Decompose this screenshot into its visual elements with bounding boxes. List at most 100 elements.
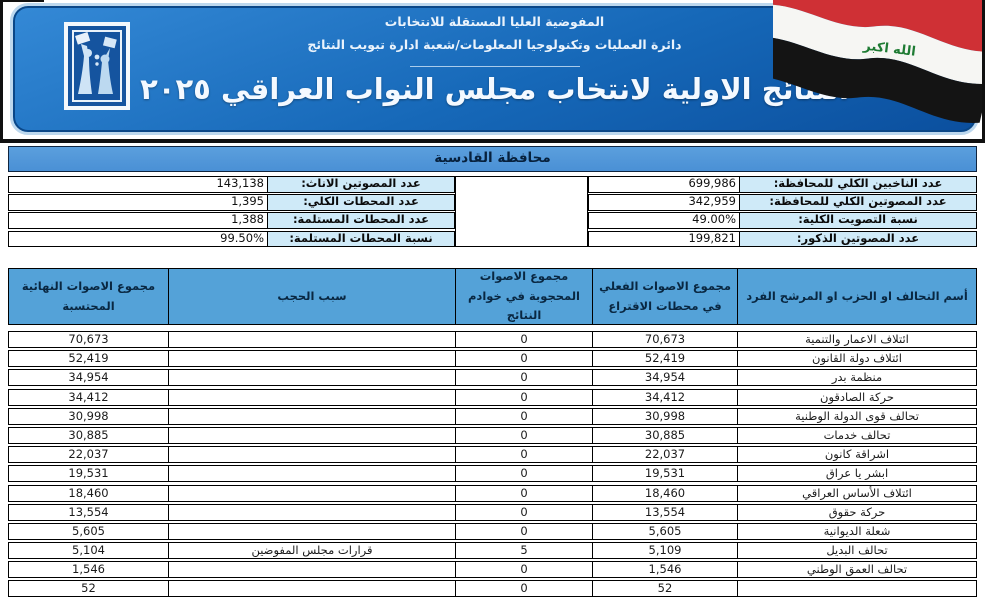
party-name-cell: منظمة بدر <box>737 369 977 387</box>
logo-figures <box>75 32 117 94</box>
actual-votes-cell: 34,412 <box>592 388 737 406</box>
withheld-reason-cell: قرارات مجلس المفوضين <box>168 542 455 560</box>
actual-votes-cell: 34,954 <box>592 369 737 387</box>
summary-row: 99.50% نسبة المحطات المستلمة: <box>8 230 455 248</box>
summary-row: 199,821 عدد المصوتين الذكور: <box>588 230 977 248</box>
results-row: اشراقة كانون 22,037 0 22,037 <box>8 446 977 464</box>
final-votes-cell: 13,554 <box>8 503 168 521</box>
party-name-cell: تحالف خدمات <box>737 426 977 444</box>
actual-votes-cell: 13,554 <box>592 503 737 521</box>
summary-value: 143,138 <box>8 176 268 193</box>
party-name-cell: ابشر يا عراق <box>737 465 977 483</box>
withheld-votes-cell: 0 <box>455 522 592 540</box>
withheld-reason-cell <box>168 503 455 521</box>
summary-value: 699,986 <box>588 176 740 193</box>
withheld-votes-cell: 5 <box>455 542 592 560</box>
summary-row: 342,959 عدد المصوتين الكلي للمحافظة: <box>588 194 977 211</box>
summary-row: 49.00% نسبة التصويت الكلية: <box>588 212 977 229</box>
summary-row: 143,138 عدد المصوتين الاناث: <box>8 176 455 193</box>
header-withheld-votes: مجموع الاصوات المحجوبة في خوادم النتائج <box>455 268 592 325</box>
results-row: تحالف العمق الوطني 1,546 0 1,546 <box>8 561 977 579</box>
summary-label: نسبة المحطات المستلمة: <box>268 230 455 248</box>
summary-row: 699,986 عدد الناخبين الكلي للمحافظة: <box>588 176 977 193</box>
withheld-votes-cell: 0 <box>455 407 592 425</box>
results-row: حركة الصادقون 34,412 0 34,412 <box>8 388 977 406</box>
header-party-name: أسم التحالف او الحزب او المرشح الفرد <box>737 268 977 325</box>
actual-votes-cell: 30,998 <box>592 407 737 425</box>
withheld-reason-cell <box>168 388 455 406</box>
header-withheld-reason: سبب الحجب <box>168 268 455 325</box>
header-final-votes: مجموع الاصوات النهائية المحتسبة <box>8 268 168 325</box>
final-votes-cell: 30,885 <box>8 426 168 444</box>
withheld-votes-cell: 0 <box>455 388 592 406</box>
party-name-cell: شعلة الديوانية <box>737 522 977 540</box>
actual-votes-cell: 5,605 <box>592 522 737 540</box>
department-name: دائرة العمليات وتكنولوجيا المعلومات/شعبة… <box>307 37 682 52</box>
final-votes-cell: 52,419 <box>8 350 168 368</box>
actual-votes-cell: 30,885 <box>592 426 737 444</box>
results-row: ائتلاف دولة القانون 52,419 0 52,419 <box>8 350 977 368</box>
withheld-reason-cell <box>168 407 455 425</box>
summary-label: عدد المصوتين الكلي للمحافظة: <box>740 194 977 211</box>
withheld-reason-cell <box>168 561 455 579</box>
final-votes-cell: 30,998 <box>8 407 168 425</box>
results-row: تحالف قوى الدولة الوطنية 30,998 0 30,998 <box>8 407 977 425</box>
withheld-reason-cell <box>168 522 455 540</box>
logo-frame <box>72 30 122 102</box>
withheld-votes-cell: 0 <box>455 350 592 368</box>
actual-votes-cell: 22,037 <box>592 446 737 464</box>
banner-section-divider <box>0 139 985 143</box>
summary-label: عدد المصوتين الاناث: <box>268 176 455 193</box>
summary-value: 342,959 <box>588 194 740 211</box>
actual-votes-cell: 52,419 <box>592 350 737 368</box>
summary-label: نسبة التصويت الكلية: <box>740 212 977 229</box>
withheld-votes-cell: 0 <box>455 426 592 444</box>
actual-votes-cell: 1,546 <box>592 561 737 579</box>
withheld-votes-cell: 0 <box>455 369 592 387</box>
page-edge-top <box>0 0 44 2</box>
results-row: ابشر يا عراق 19,531 0 19,531 <box>8 465 977 483</box>
withheld-votes-cell: 0 <box>455 465 592 483</box>
summary-row: 1,388 عدد المحطات المستلمة: <box>8 212 455 229</box>
results-row: تحالف خدمات 30,885 0 30,885 <box>8 426 977 444</box>
withheld-reason-cell <box>168 426 455 444</box>
results-row: ائتلاف الأساس العراقي 18,460 0 18,460 <box>8 484 977 502</box>
actual-votes-cell: 70,673 <box>592 331 737 348</box>
party-name-cell: تحالف العمق الوطني <box>737 561 977 579</box>
commission-name: المفوضية العليا المستقلة للانتخابات <box>384 14 605 29</box>
results-table-body: ائتلاف الاعمار والتنمية 70,673 0 70,673 ائتل… <box>8 331 977 600</box>
summary-value: 199,821 <box>588 230 740 248</box>
summary-right-block: 699,986 عدد الناخبين الكلي للمحافظة: 342,9… <box>588 176 977 249</box>
final-votes-cell: 18,460 <box>8 484 168 502</box>
results-row: تحالف البديل 5,109 5 قرارات مجلس المفوضين 5,… <box>8 542 977 560</box>
actual-votes-cell: 19,531 <box>592 465 737 483</box>
party-name-cell: حركة الصادقون <box>737 388 977 406</box>
party-name-cell: ائتلاف دولة القانون <box>737 350 977 368</box>
withheld-reason-cell <box>168 350 455 368</box>
party-name-cell: ائتلاف الأساس العراقي <box>737 484 977 502</box>
results-row: ائتلاف الاعمار والتنمية 70,673 0 70,673 <box>8 331 977 348</box>
summary-label: عدد المحطات المستلمة: <box>268 212 455 229</box>
results-row: حركة حقوق 13,554 0 13,554 <box>8 503 977 521</box>
party-name-cell: تحالف البديل <box>737 542 977 560</box>
withheld-reason-cell <box>168 446 455 464</box>
actual-votes-cell: 5,109 <box>592 542 737 560</box>
results-row: منظمة بدر 34,954 0 34,954 <box>8 369 977 387</box>
ihec-logo-icon <box>64 22 130 110</box>
header-banner: المفوضية العليا المستقلة للانتخابات دائر… <box>10 3 979 135</box>
final-votes-cell: 1,546 <box>8 561 168 579</box>
final-votes-cell: 34,412 <box>8 388 168 406</box>
final-votes-cell: 5,104 <box>8 542 168 560</box>
results-table-header: أسم التحالف او الحزب او المرشح الفرد مجم… <box>8 268 977 325</box>
summary-label: عدد المحطات الكلي: <box>268 194 455 211</box>
summary-label: عدد الناخبين الكلي للمحافظة: <box>740 176 977 193</box>
actual-votes-cell: 18,460 <box>592 484 737 502</box>
final-votes-cell: 19,531 <box>8 465 168 483</box>
withheld-votes-cell: 0 <box>455 331 592 348</box>
summary-value: 1,388 <box>8 212 268 229</box>
final-votes-cell: 34,954 <box>8 369 168 387</box>
summary-label: عدد المصوتين الذكور: <box>740 230 977 248</box>
final-votes-cell: 5,605 <box>8 522 168 540</box>
summary-row: 1,395 عدد المحطات الكلي: <box>8 194 455 211</box>
